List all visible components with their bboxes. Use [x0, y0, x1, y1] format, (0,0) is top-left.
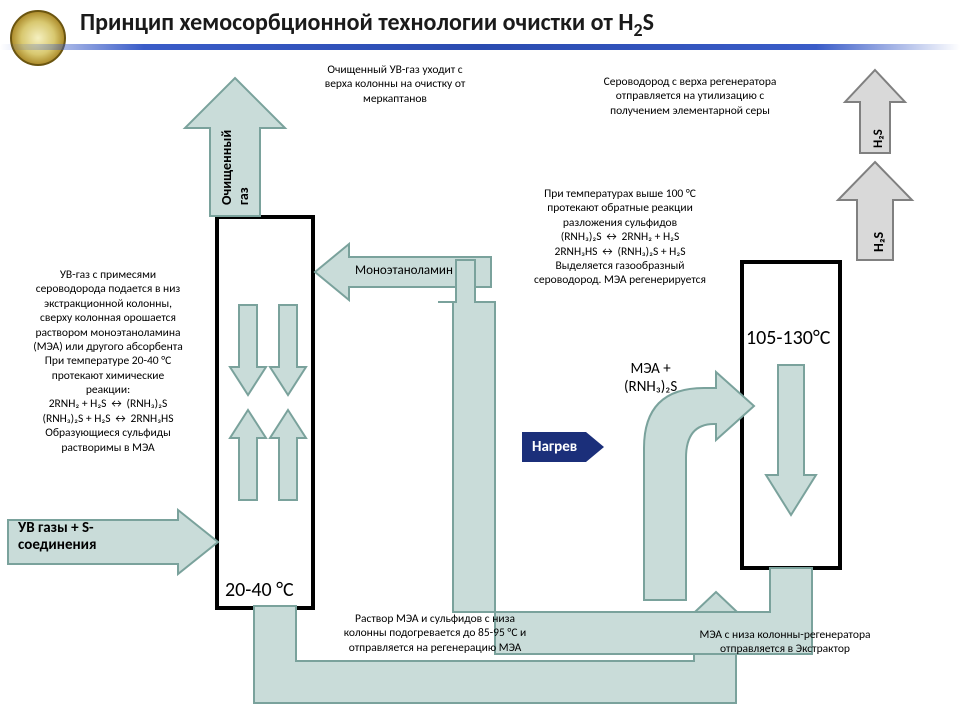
annot-top-right: Сероводород с верха регенератора отправл…	[565, 75, 815, 118]
annot-bottom-right: МЭА с низа колонны-регенератора отправля…	[660, 628, 910, 657]
annot-top-center: Очищенный УВ-газ уходит с верха колонны …	[295, 63, 495, 106]
annot-bottom-center: Раствор МЭА и сульфидов с низа колонны п…	[310, 612, 560, 655]
inner-down-1	[230, 305, 266, 395]
inner-down-2	[270, 305, 306, 395]
page-title: Принцип хемосорбционной технологии очист…	[80, 8, 654, 41]
h2s-label-2: H₂S	[870, 232, 887, 252]
logo-emblem	[10, 10, 66, 66]
title-underline	[0, 44, 960, 50]
inner-up-2	[270, 410, 306, 500]
input-gas-label: УВ газы + S- соединения	[18, 520, 97, 555]
cleaned-gas-label: Очищенный газ	[218, 130, 252, 205]
title-text: Принцип хемосорбционной технологии очист…	[80, 8, 633, 37]
title-sub: 2	[633, 19, 642, 41]
annot-left: УВ-газ с примесями сероводорода подается…	[8, 268, 208, 455]
title-tail: S	[643, 8, 654, 37]
inner-up-1	[230, 410, 266, 500]
absorber-temp: 20-40 °С	[225, 578, 294, 602]
h2s-label-1: H₂S	[871, 129, 886, 148]
